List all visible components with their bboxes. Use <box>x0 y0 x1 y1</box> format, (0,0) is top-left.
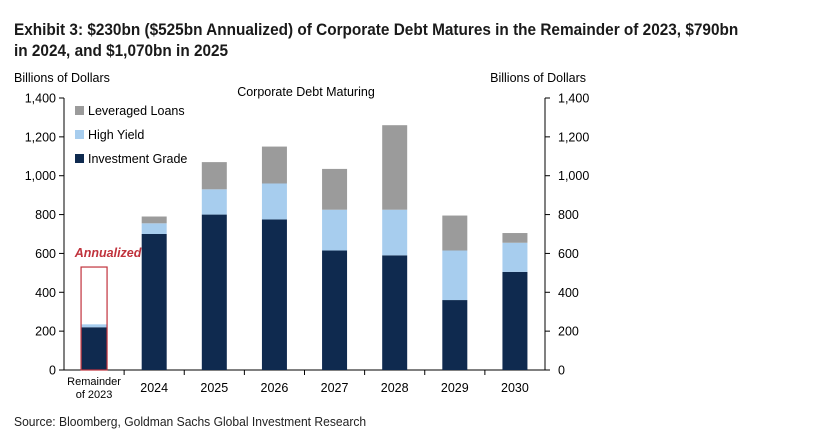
bar-leveraged-loans <box>201 162 227 190</box>
left-tick-label: 0 <box>49 364 56 378</box>
left-tick-label: 800 <box>35 208 56 222</box>
x-category-label: 2027 <box>321 381 349 395</box>
legend-label-leveraged-loans: Leveraged Loans <box>88 104 185 118</box>
right-tick-label: 1,400 <box>558 92 589 106</box>
axes: 0 0 200 200 400 400 600 600 800 800 1,000 1,000 1,20… <box>25 92 590 402</box>
bar-leveraged-loans <box>322 168 348 210</box>
bar-leveraged-loans <box>442 215 468 251</box>
bar-high-yield <box>502 242 528 272</box>
legend-swatch-investment-grade <box>75 154 84 163</box>
right-tick-label: 400 <box>558 286 579 300</box>
chart-title: Corporate Debt Maturing <box>237 85 375 99</box>
left-tick-label: 1,000 <box>25 169 56 183</box>
bar-leveraged-loans <box>382 125 408 210</box>
left-tick-label: 1,400 <box>25 92 56 106</box>
bar-high-yield <box>81 324 107 328</box>
left-axis-label: Billions of Dollars <box>14 71 110 85</box>
left-tick-label: 200 <box>35 325 56 339</box>
x-category-label: of 2023 <box>76 389 113 401</box>
source-note: Source: Bloomberg, Goldman Sachs Global … <box>14 414 367 429</box>
right-tick-label: 0 <box>558 364 565 378</box>
bar-investment-grade <box>261 219 287 370</box>
legend-label-investment-grade: Investment Grade <box>88 152 187 166</box>
bar-investment-grade <box>141 234 167 370</box>
bar-high-yield <box>201 189 227 215</box>
legend: Leveraged Loans High Yield Investment Grad… <box>75 104 187 166</box>
right-axis-label: Billions of Dollars <box>490 71 586 85</box>
bar-high-yield <box>442 250 468 301</box>
bar-investment-grade <box>442 300 468 370</box>
right-tick-label: 200 <box>558 325 579 339</box>
annualized-outline <box>80 266 108 371</box>
x-category-label: 2026 <box>261 381 289 395</box>
bar-investment-grade <box>502 271 528 370</box>
left-tick-label: 600 <box>35 247 56 261</box>
debt-maturity-chart: Corporate Debt Maturing Billions of Doll… <box>14 71 590 402</box>
bars: Annualized <box>74 125 528 371</box>
x-category-label: 2028 <box>381 381 409 395</box>
right-tick-label: 1,200 <box>558 130 589 144</box>
legend-label-high-yield: High Yield <box>88 128 144 142</box>
legend-swatch-leveraged-loans <box>75 106 84 115</box>
bar-leveraged-loans <box>502 233 528 243</box>
bar-high-yield <box>322 209 348 251</box>
bar-investment-grade <box>201 214 227 370</box>
right-tick-label: 600 <box>558 247 579 261</box>
bar-investment-grade <box>322 250 348 370</box>
x-category-label: 2024 <box>140 381 168 395</box>
right-tick-label: 1,000 <box>558 169 589 183</box>
bar-investment-grade <box>382 255 408 370</box>
bar-investment-grade <box>81 327 107 370</box>
bar-high-yield <box>382 209 408 256</box>
bar-leveraged-loans <box>261 146 287 184</box>
exhibit-title: Exhibit 3: $230bn ($525bn Annualized) of… <box>14 21 739 60</box>
left-tick-label: 400 <box>35 286 56 300</box>
bar-high-yield <box>141 223 167 234</box>
bar-leveraged-loans <box>141 216 167 224</box>
x-category-label: 2025 <box>200 381 228 395</box>
right-tick-label: 800 <box>558 208 579 222</box>
x-category-label: 2029 <box>441 381 469 395</box>
legend-swatch-high-yield <box>75 130 84 139</box>
left-tick-label: 1,200 <box>25 130 56 144</box>
x-category-label: 2030 <box>501 381 529 395</box>
x-category-label: Remainder <box>67 376 121 388</box>
bar-high-yield <box>261 183 287 220</box>
annualized-label: Annualized <box>74 246 142 260</box>
